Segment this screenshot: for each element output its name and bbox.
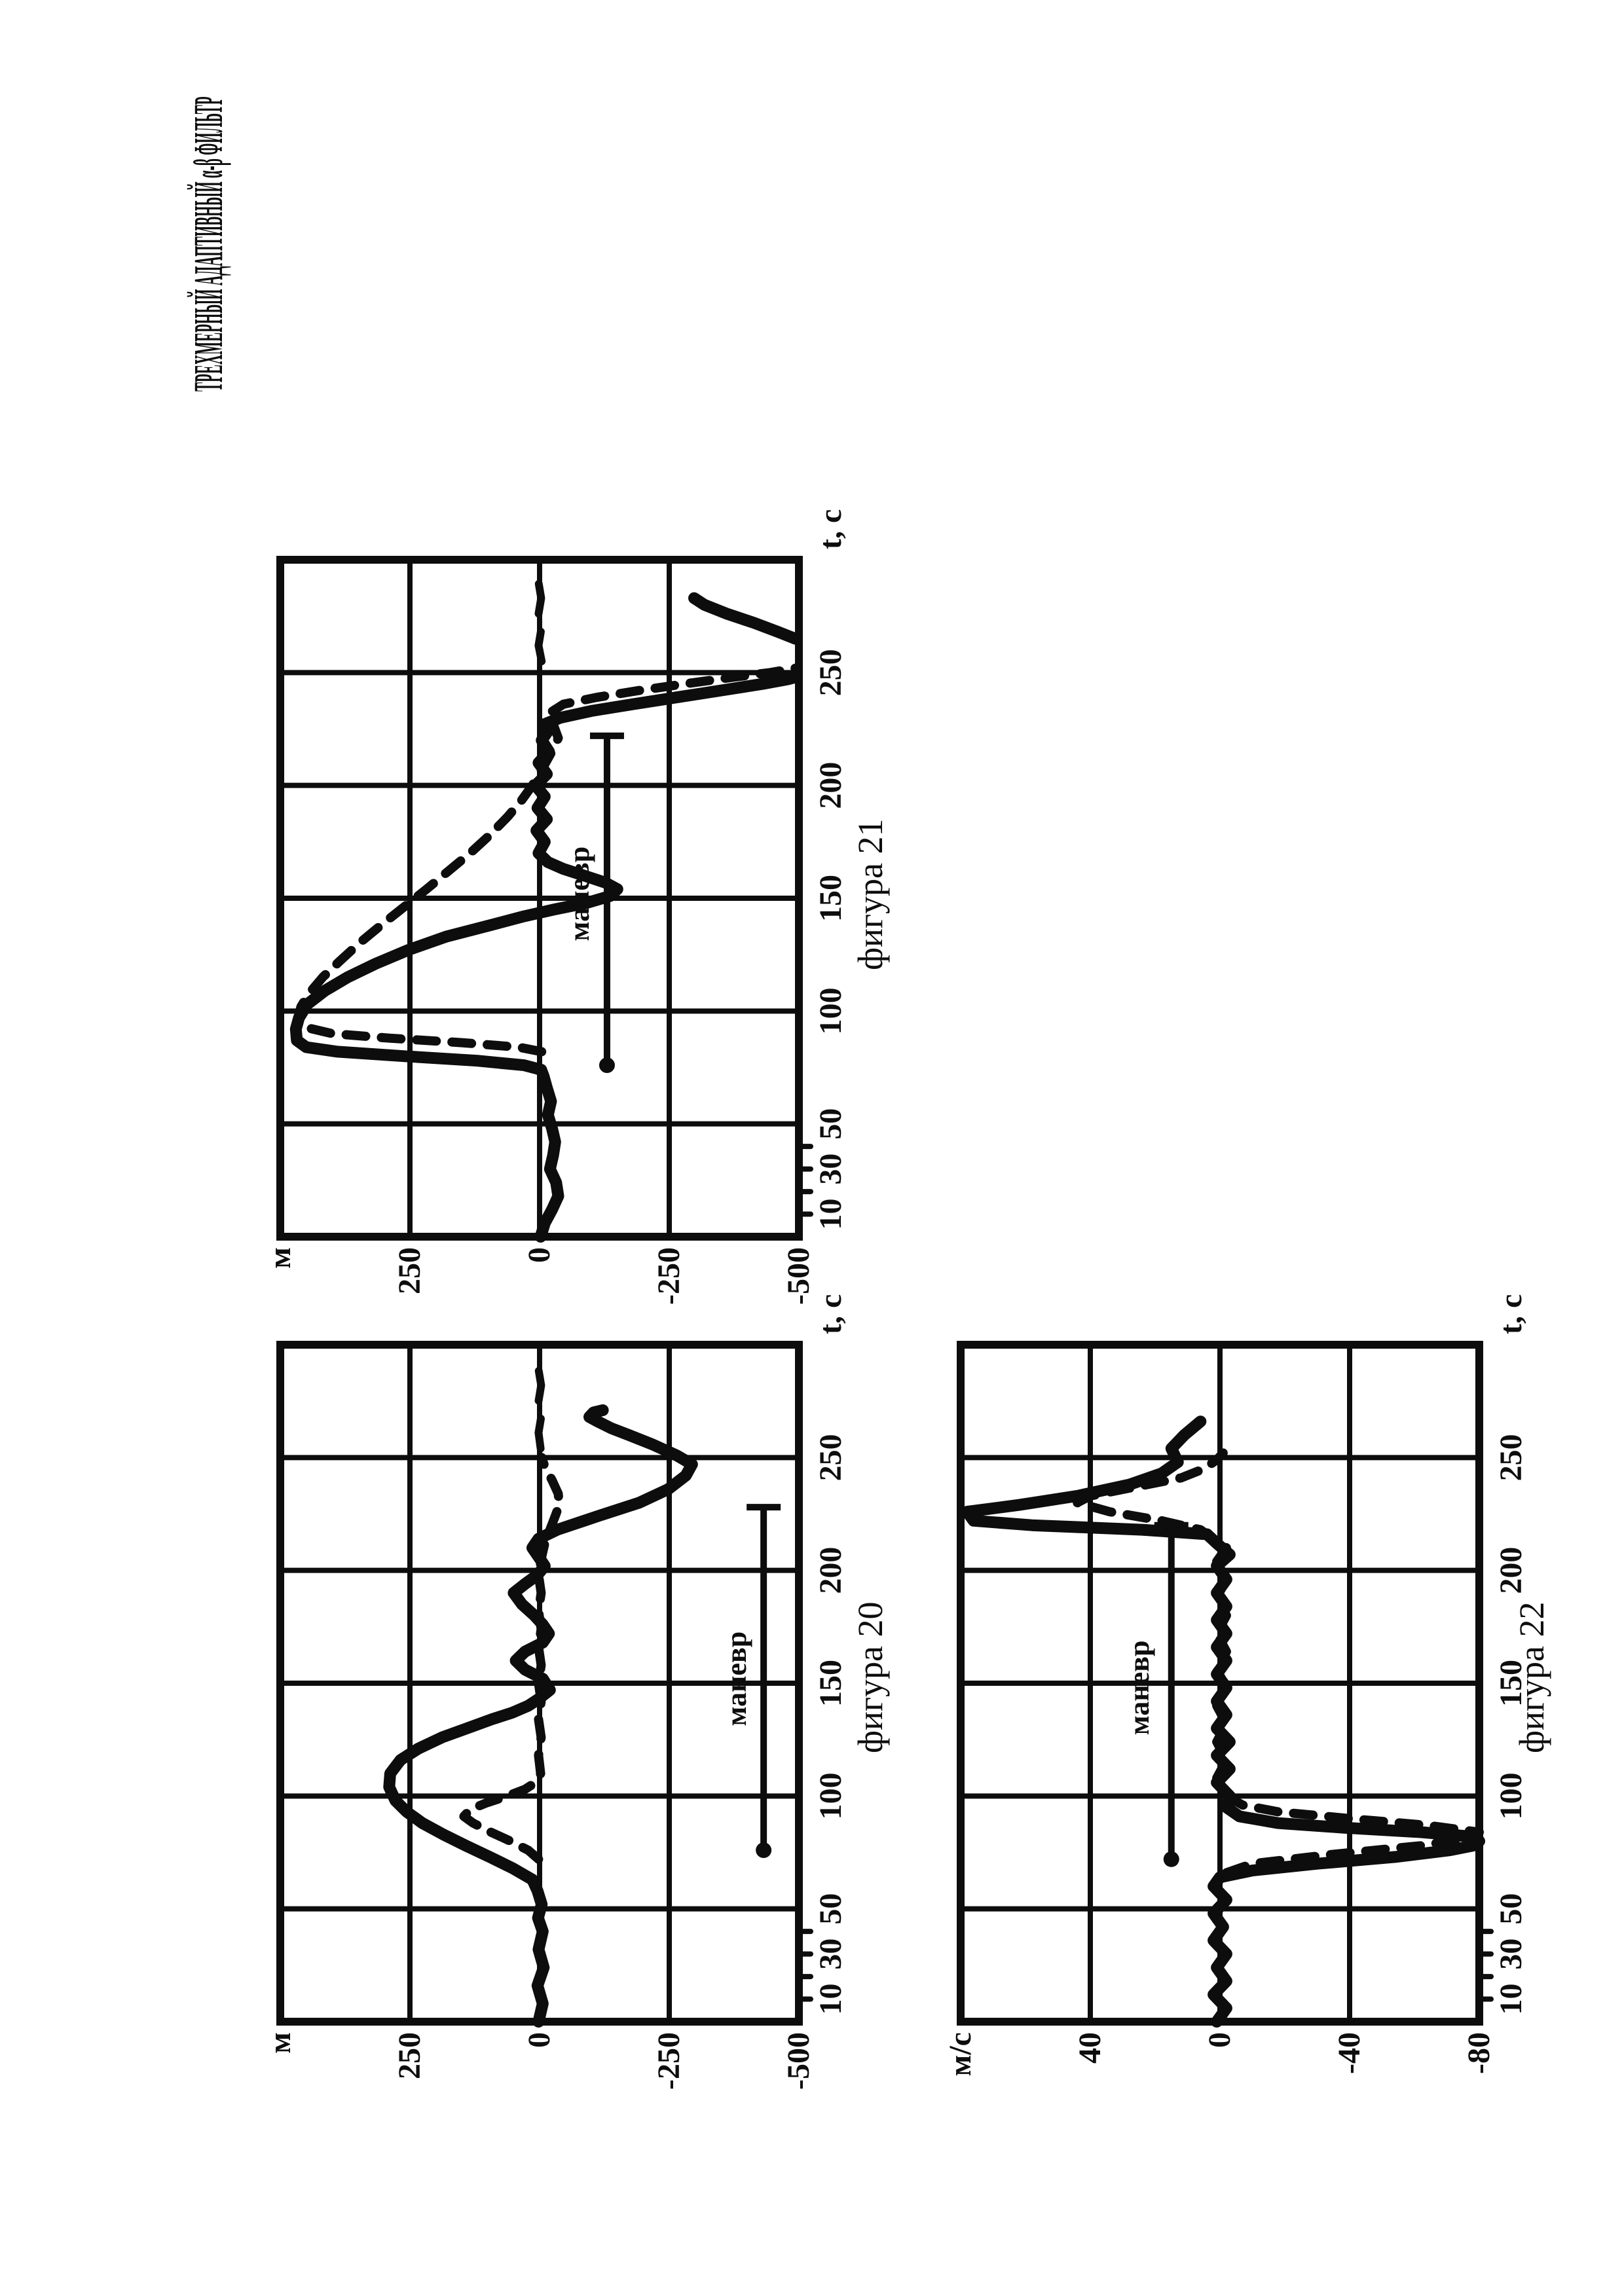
series-estimate-solid [961,1415,1485,2028]
x-axis-label: t, c [813,509,848,549]
figure-22-plot: м/с 40 0 -40 -80 10 30 50 100 150 200 250 t, c маневр [943,1294,1528,2077]
y-tick-label: -40 [1332,2032,1367,2074]
figure-20: м 250 0 -250 -500 10 30 50 100 150 200 250 t, c манев… [263,1288,871,2090]
y-tick-label: -250 [652,2032,686,2090]
figure-20-caption-block: фигура 20 [847,1590,894,1753]
maneuver-bracket-dot [756,1842,772,1859]
x-tick-label: 30 [813,1939,848,1970]
x-tick-label: 10 [1494,1984,1528,2015]
figure-caption: фигура 21 [851,818,890,970]
y-tick-label: -500 [781,2032,816,2090]
maneuver-label: маневр [1123,1640,1155,1735]
x-tick-label: 250 [813,649,848,696]
x-tick-label: 50 [813,1893,848,1925]
page-title-block: ТРЕХМЕРНЫЙ АДАПТИВНЫЙ α-β ФИЛЬТР [185,77,232,392]
y-tick-label: -500 [781,1247,816,1305]
series-estimate-solid-end [688,592,802,645]
y-tick-label: м [263,1247,297,1269]
y-tick-label: -80 [1462,2032,1496,2074]
x-tick-label: 150 [1494,1660,1528,1707]
y-tick-label: 40 [1073,2032,1107,2064]
maneuver-bracket-dot [1163,1851,1179,1867]
figure-22-caption-block: фигура 22 [1508,1590,1555,1753]
x-tick-label: 30 [813,1154,848,1185]
series-reference-dashed-tail [534,1349,545,1453]
x-axis-label: t, c [1494,1294,1528,1334]
y-tick-label: 250 [392,2032,427,2079]
y-tick-label: 0 [522,1247,557,1263]
figure-caption: фигура 22 [1512,1601,1551,1753]
x-tick-label: 150 [813,1660,848,1707]
maneuver-bracket-dot [599,1057,615,1074]
figure-20-plot: м 250 0 -250 -500 10 30 50 100 150 200 250 t, c манев… [263,1294,848,2090]
series-estimate-solid [383,1404,698,2028]
figure-21: м 250 0 -250 -500 10 30 50 100 150 200 250 t, c манев… [263,503,871,1305]
x-tick-label: 50 [1494,1893,1528,1925]
x-tick-label: 250 [813,1434,848,1481]
x-tick-label: 200 [813,762,848,809]
series-reference-dashed [459,1453,564,1864]
x-tick-label: 100 [1494,1772,1528,1819]
x-tick-label: 30 [1494,1939,1528,1970]
x-tick-label: 100 [813,987,848,1034]
y-tick-label: 250 [392,1247,427,1294]
series-reference-dashed [293,663,801,1057]
y-tick-label: м [263,2032,297,2054]
x-tick-label: 100 [813,1772,848,1819]
x-tick-label: 200 [1494,1547,1528,1594]
page-title: ТРЕХМЕРНЫЙ АДАПТИВНЫЙ α-β ФИЛЬТР [187,96,231,392]
x-tick-label: 200 [813,1547,848,1594]
y-tick-label: -250 [652,1247,686,1305]
figure-21-caption-block: фигура 21 [847,807,894,970]
series-estimate-solid [289,671,802,1243]
maneuver-label: маневр [563,847,595,941]
y-tick-label: м/с [943,2032,978,2076]
y-tick-label: 0 [522,2032,557,2048]
series-reference-dashed-tail [534,562,546,666]
x-tick-label: 250 [1494,1434,1528,1481]
x-axis-label: t, c [813,1294,848,1334]
figure-caption: фигура 20 [851,1601,890,1753]
series-reference-dashed [1073,1448,1484,1878]
x-tick-label: 150 [813,875,848,922]
x-tick-label: 10 [813,1199,848,1230]
figure-22: м/с 40 0 -40 -80 10 30 50 100 150 200 250 t, c маневр [943,1288,1551,2077]
x-tick-label: 10 [813,1984,848,2015]
figure-21-plot: м 250 0 -250 -500 10 30 50 100 150 200 250 t, c манев… [263,509,848,1305]
maneuver-label: маневр [720,1631,752,1726]
y-tick-label: 0 [1202,2032,1237,2048]
x-tick-label: 50 [813,1108,848,1140]
